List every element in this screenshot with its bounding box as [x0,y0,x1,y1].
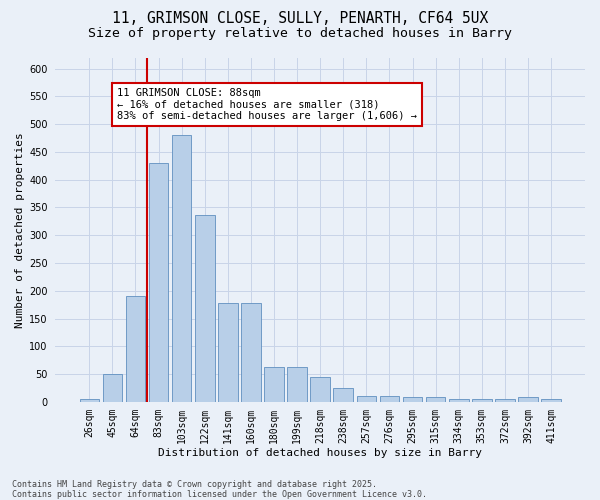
Bar [172,136,191,402]
Bar [310,378,330,402]
Bar [125,296,145,402]
Bar [356,396,376,402]
Text: 11, GRIMSON CLOSE, SULLY, PENARTH, CF64 5UX: 11, GRIMSON CLOSE, SULLY, PENARTH, CF64 … [112,11,488,26]
Bar [518,398,538,402]
Bar [149,163,169,402]
Bar [495,399,515,402]
Text: Size of property relative to detached houses in Barry: Size of property relative to detached ho… [88,28,512,40]
Bar [241,303,261,402]
Bar [334,388,353,402]
Bar [218,303,238,402]
Bar [541,399,561,402]
Bar [380,396,399,402]
Text: 11 GRIMSON CLOSE: 88sqm
← 16% of detached houses are smaller (318)
83% of semi-d: 11 GRIMSON CLOSE: 88sqm ← 16% of detache… [117,88,417,121]
Bar [472,399,491,402]
Text: Contains HM Land Registry data © Crown copyright and database right 2025.
Contai: Contains HM Land Registry data © Crown c… [12,480,427,499]
Bar [426,398,445,402]
Bar [103,374,122,402]
Bar [449,399,469,402]
Bar [264,368,284,402]
Bar [287,368,307,402]
Y-axis label: Number of detached properties: Number of detached properties [15,132,25,328]
Bar [195,214,215,402]
Bar [403,398,422,402]
X-axis label: Distribution of detached houses by size in Barry: Distribution of detached houses by size … [158,448,482,458]
Bar [80,399,99,402]
